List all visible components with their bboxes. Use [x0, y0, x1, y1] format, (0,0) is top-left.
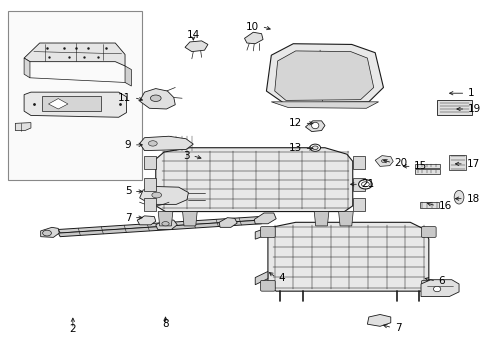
Bar: [8, 12, 142, 180]
Ellipse shape: [361, 182, 368, 187]
Polygon shape: [420, 280, 458, 297]
Polygon shape: [352, 198, 364, 211]
FancyBboxPatch shape: [260, 226, 275, 237]
Polygon shape: [137, 216, 156, 225]
Bar: [448, 155, 466, 170]
Polygon shape: [41, 227, 59, 237]
Text: 2: 2: [69, 324, 76, 334]
Polygon shape: [58, 217, 261, 233]
Text: 16: 16: [438, 201, 451, 211]
Ellipse shape: [432, 286, 440, 292]
Polygon shape: [156, 220, 177, 229]
Polygon shape: [274, 51, 373, 100]
Text: 10: 10: [245, 22, 259, 32]
Text: 14: 14: [186, 30, 200, 40]
Polygon shape: [140, 186, 188, 204]
Polygon shape: [366, 315, 390, 326]
Polygon shape: [182, 212, 197, 226]
Text: 4: 4: [278, 273, 285, 283]
Text: 7: 7: [394, 323, 401, 333]
Ellipse shape: [148, 141, 157, 146]
Ellipse shape: [309, 144, 320, 151]
Text: 21: 21: [361, 179, 374, 189]
Bar: [414, 169, 439, 174]
Polygon shape: [352, 156, 364, 169]
Polygon shape: [305, 121, 325, 132]
Text: 12: 12: [288, 118, 302, 128]
Polygon shape: [254, 213, 276, 224]
FancyBboxPatch shape: [421, 226, 435, 237]
Polygon shape: [143, 178, 156, 191]
Text: 1: 1: [467, 88, 473, 98]
Polygon shape: [125, 66, 131, 86]
Polygon shape: [271, 102, 378, 108]
Bar: [42, 96, 101, 111]
Polygon shape: [143, 198, 156, 211]
Polygon shape: [140, 136, 193, 150]
Ellipse shape: [381, 159, 386, 163]
Text: 17: 17: [466, 159, 479, 169]
Text: 15: 15: [413, 161, 427, 171]
Text: 19: 19: [467, 104, 480, 114]
Polygon shape: [255, 227, 267, 239]
FancyBboxPatch shape: [421, 280, 435, 291]
Polygon shape: [338, 212, 352, 226]
Text: 11: 11: [118, 93, 131, 103]
Text: 13: 13: [288, 143, 302, 153]
Polygon shape: [266, 44, 383, 103]
Text: 3: 3: [183, 150, 189, 161]
Polygon shape: [219, 218, 237, 227]
Text: 20: 20: [394, 158, 407, 168]
Ellipse shape: [453, 190, 463, 204]
Polygon shape: [24, 58, 30, 78]
Polygon shape: [255, 271, 267, 285]
Ellipse shape: [312, 146, 318, 149]
Polygon shape: [244, 32, 263, 44]
Polygon shape: [374, 156, 392, 166]
Polygon shape: [58, 220, 261, 237]
Ellipse shape: [311, 122, 318, 129]
Polygon shape: [267, 222, 428, 291]
FancyBboxPatch shape: [260, 280, 275, 291]
Ellipse shape: [152, 192, 161, 198]
Text: 6: 6: [438, 276, 444, 286]
Polygon shape: [314, 212, 328, 226]
Text: 5: 5: [124, 186, 131, 197]
Bar: [414, 163, 439, 168]
Ellipse shape: [358, 180, 371, 189]
Polygon shape: [156, 148, 352, 212]
Polygon shape: [24, 92, 126, 117]
Polygon shape: [158, 212, 172, 226]
Polygon shape: [24, 43, 125, 66]
Polygon shape: [140, 89, 175, 109]
Ellipse shape: [150, 95, 161, 102]
Text: 8: 8: [162, 319, 168, 329]
Polygon shape: [48, 99, 68, 109]
Text: 7: 7: [124, 213, 131, 222]
Ellipse shape: [42, 230, 51, 236]
Text: 18: 18: [466, 194, 479, 204]
Polygon shape: [352, 178, 364, 191]
Polygon shape: [15, 123, 31, 131]
Text: 9: 9: [124, 140, 131, 150]
Polygon shape: [143, 156, 156, 169]
Ellipse shape: [162, 222, 169, 226]
Polygon shape: [184, 41, 207, 51]
Bar: [419, 202, 438, 208]
Bar: [436, 100, 471, 115]
